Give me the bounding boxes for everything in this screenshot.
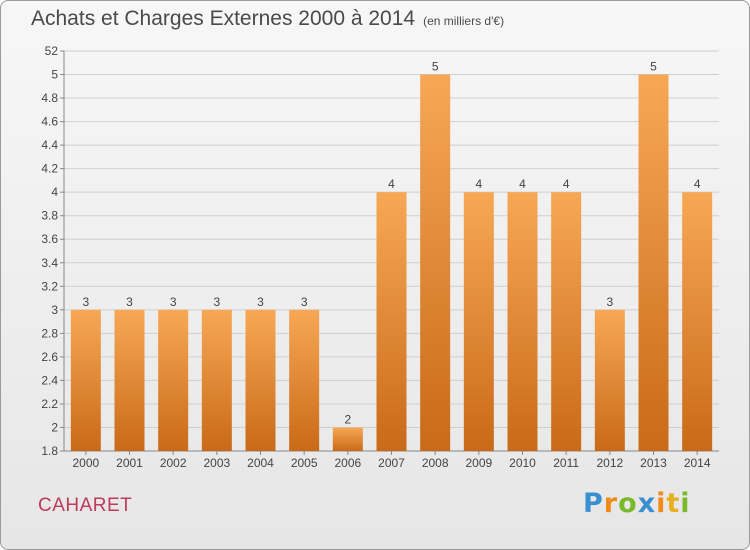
y-tick-labels: 1.8 2 2.2 2.4 2.6 2.8 3 3.2 3.4 3.6 3.8 4 4.2 4.4 4.6 4…: [41, 44, 58, 458]
data-label: 4: [388, 177, 395, 191]
bar: [594, 309, 625, 451]
chart-title-text: Achats et Charges Externes 2000 à 2014: [31, 7, 416, 30]
y-tick-label: 4: [51, 185, 58, 199]
y-tick-label: 4.4: [41, 138, 58, 152]
y-tick-label: 3.6: [41, 232, 58, 246]
y-tick-label: 2.8: [41, 326, 58, 340]
logo-letter: i: [656, 488, 667, 519]
place-name: CAHARET: [38, 495, 133, 516]
x-tick-label: 2012: [596, 456, 623, 470]
bar: [332, 427, 363, 451]
logo-letter: i: [680, 488, 691, 519]
bars: [70, 74, 713, 452]
logo-letter: P: [583, 488, 604, 519]
y-tick-label: 1.8: [41, 444, 58, 458]
x-tick-label: 2014: [684, 456, 711, 470]
y-tick-label: 2: [51, 420, 58, 434]
y-tick-label: 5: [51, 68, 58, 82]
data-label: 3: [170, 295, 177, 309]
y-tick-label: 2.2: [41, 397, 58, 411]
data-label: 4: [519, 177, 526, 191]
x-tick-label: 2004: [247, 456, 274, 470]
y-tick-label: 4.8: [41, 91, 58, 105]
y-tick-label: 3.2: [41, 279, 58, 293]
data-label: 3: [606, 295, 613, 309]
y-tick-label: 3: [51, 303, 58, 317]
logo-letter: o: [618, 488, 638, 519]
bar: [201, 309, 232, 451]
bar: [507, 192, 538, 452]
data-label: 5: [650, 60, 657, 74]
y-tick-label: 3.8: [41, 209, 58, 223]
y-tick-label: 2.6: [41, 350, 58, 364]
bar: [245, 309, 276, 451]
bar: [70, 309, 101, 451]
bar: [114, 309, 145, 451]
x-tick-label: 2006: [334, 456, 361, 470]
x-tick-label: 2005: [291, 456, 318, 470]
x-tick-label: 2008: [422, 456, 449, 470]
y-tick-label: 2.4: [41, 373, 58, 387]
data-label: 3: [257, 295, 264, 309]
logo-letter: t: [666, 488, 681, 519]
data-label: 3: [126, 295, 133, 309]
y-tick-label: 52: [45, 44, 59, 58]
x-tick-label: 2009: [465, 456, 492, 470]
logo-letter: x: [637, 488, 657, 519]
data-labels: 3 3 3 3 3 3 2 4 5 4 4 4 3 5 4: [82, 60, 700, 427]
data-label: 4: [563, 177, 570, 191]
x-tick-labels: 2000 2001 2002 2003 2004 2005 2006 2007 2008 2009…: [72, 451, 711, 470]
x-tick-label: 2010: [509, 456, 536, 470]
data-label: 4: [475, 177, 482, 191]
y-tick-label: 4.2: [41, 162, 58, 176]
x-tick-label: 2013: [640, 456, 667, 470]
data-label: 4: [694, 177, 701, 191]
x-tick-label: 2000: [72, 456, 99, 470]
data-label: 2: [344, 412, 351, 426]
bar: [420, 74, 451, 451]
x-tick-label: 2011: [553, 456, 579, 470]
bar: [682, 192, 713, 452]
y-tick-label: 4.6: [41, 115, 58, 129]
bar: [376, 192, 407, 452]
chart-title: Achats et Charges Externes 2000 à 2014 (e…: [31, 7, 504, 31]
data-label: 5: [432, 60, 439, 74]
proxiti-logo: Proxiti: [583, 488, 691, 519]
x-tick-label: 2001: [116, 456, 143, 470]
data-label: 3: [301, 295, 308, 309]
data-label: 3: [82, 295, 89, 309]
chart-unit: (en milliers d'€): [423, 14, 505, 28]
x-tick-label: 2003: [203, 456, 230, 470]
x-tick-label: 2002: [160, 456, 187, 470]
bar: [289, 309, 320, 451]
x-tick-label: 2007: [378, 456, 405, 470]
bar: [463, 192, 494, 452]
y-tick-label: 3.4: [41, 256, 58, 270]
bar: [638, 74, 669, 451]
data-label: 3: [213, 295, 220, 309]
bar: [551, 192, 582, 452]
bar: [158, 309, 189, 451]
logo-letter: r: [603, 488, 619, 519]
